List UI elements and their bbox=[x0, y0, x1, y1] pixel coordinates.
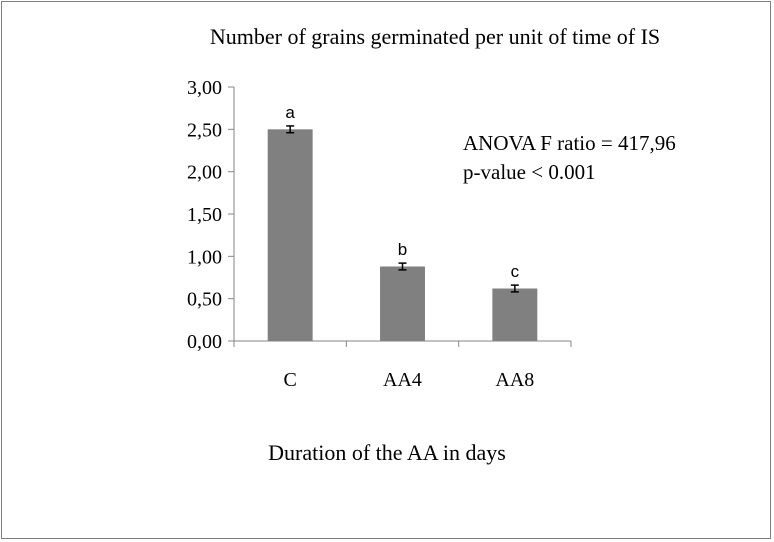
x-tick-label: C bbox=[283, 369, 296, 391]
x-axis bbox=[233, 340, 572, 347]
bar-c bbox=[267, 129, 313, 341]
y-tick-label: 1,00 bbox=[187, 246, 222, 268]
significance-letter: a bbox=[285, 103, 295, 122]
significance-letter: c bbox=[511, 262, 520, 281]
bars bbox=[267, 129, 538, 341]
y-tick-label: 2,00 bbox=[187, 162, 222, 184]
y-axis: 0,00 0,50 1,00 1,50 2,00 2,50 3,00 bbox=[187, 77, 235, 353]
x-tick-label: AA4 bbox=[383, 369, 422, 391]
y-tick-label: 0,50 bbox=[187, 289, 222, 311]
significance-letters: a b c bbox=[285, 103, 519, 281]
significance-letter: b bbox=[398, 240, 407, 259]
y-tick-label: 2,50 bbox=[187, 119, 222, 141]
x-axis-label: Duration of the AA in days bbox=[268, 440, 506, 465]
anova-annotation: ANOVA F ratio = 417,96 bbox=[463, 131, 676, 155]
p-value-annotation: p-value < 0.001 bbox=[463, 160, 596, 184]
x-tick-labels: C AA4 AA8 bbox=[283, 369, 534, 391]
bar-aa8 bbox=[492, 288, 538, 341]
y-tick-label: 3,00 bbox=[187, 77, 222, 99]
x-tick-label: AA8 bbox=[495, 369, 534, 391]
bar-aa4 bbox=[380, 266, 425, 341]
y-tick-label: 0,00 bbox=[187, 331, 222, 353]
error-bars bbox=[286, 125, 519, 293]
chart-title: Number of grains germinated per unit of … bbox=[209, 24, 661, 49]
y-tick-label: 1,50 bbox=[187, 204, 222, 226]
